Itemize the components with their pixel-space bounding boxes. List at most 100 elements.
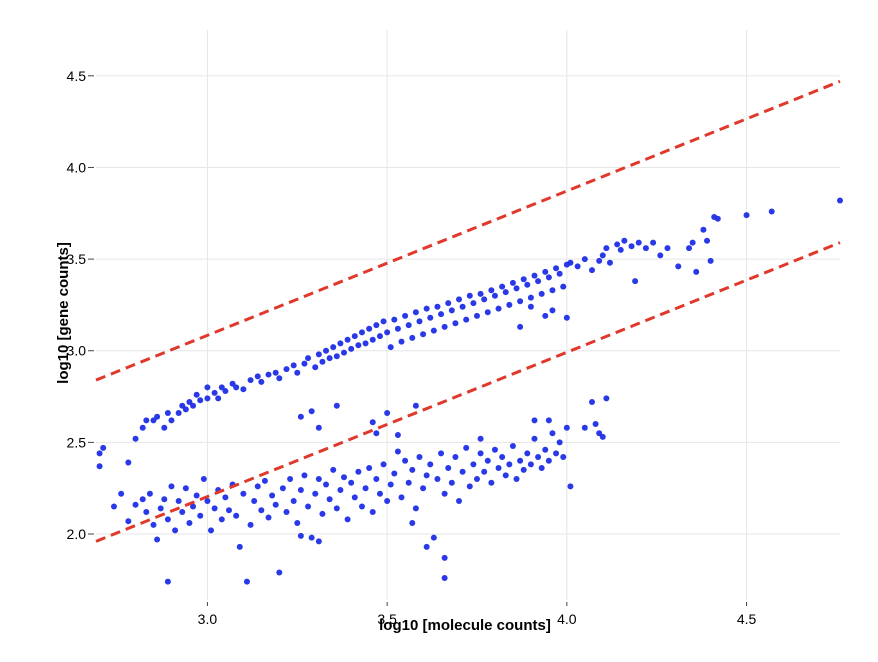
data-point <box>254 373 261 380</box>
data-point <box>269 492 276 499</box>
data-point <box>182 406 189 413</box>
data-point <box>549 430 556 437</box>
data-point <box>301 360 308 367</box>
data-point <box>186 520 193 527</box>
data-point <box>470 300 477 307</box>
data-point <box>154 536 161 543</box>
data-point <box>341 474 347 481</box>
data-point <box>179 402 186 409</box>
data-point <box>344 516 351 523</box>
data-point <box>427 314 434 321</box>
data-point <box>333 353 340 360</box>
data-point <box>297 487 304 494</box>
data-point <box>233 384 240 391</box>
data-point <box>459 303 466 310</box>
data-point <box>110 503 117 510</box>
data-point <box>351 494 358 501</box>
data-point <box>441 490 448 497</box>
data-point <box>222 494 229 501</box>
data-point <box>348 345 355 352</box>
data-point <box>589 267 595 274</box>
data-point <box>125 459 132 466</box>
data-point <box>553 265 560 272</box>
data-point <box>589 399 595 406</box>
data-point <box>495 305 502 312</box>
data-point <box>394 325 401 332</box>
data-point <box>441 554 448 561</box>
x-axis-title: log10 [molecule counts] <box>379 617 551 634</box>
data-point <box>470 461 477 468</box>
data-point <box>531 435 538 442</box>
data-point <box>563 314 570 321</box>
data-point <box>132 501 139 508</box>
data-point <box>416 454 423 461</box>
data-point <box>276 375 283 382</box>
data-point <box>190 503 197 510</box>
data-point <box>448 307 455 314</box>
data-point <box>420 331 427 338</box>
data-point <box>326 496 333 503</box>
data-point <box>535 278 542 285</box>
data-point <box>387 344 394 351</box>
data-point <box>484 309 491 316</box>
data-point <box>484 457 491 464</box>
data-point <box>420 485 427 492</box>
data-point <box>208 527 215 534</box>
data-point <box>258 507 265 514</box>
data-point <box>118 490 125 497</box>
data-point <box>488 479 495 486</box>
data-point <box>409 466 416 473</box>
data-point <box>143 509 150 516</box>
data-point <box>323 347 330 354</box>
data-point <box>445 300 452 307</box>
data-point <box>218 384 225 391</box>
data-point <box>355 342 362 349</box>
data-point <box>398 494 405 501</box>
data-point <box>524 281 531 288</box>
data-point <box>251 498 258 505</box>
data-point <box>517 298 524 305</box>
data-point <box>305 355 312 362</box>
threshold-line <box>95 241 841 543</box>
data-point <box>581 424 588 431</box>
data-point <box>283 366 290 373</box>
x-axis: 3.0 3.5 4.0 4.5 <box>198 602 756 627</box>
data-point <box>581 256 588 263</box>
data-point <box>175 410 182 417</box>
gridlines <box>96 30 840 600</box>
data-point <box>434 476 441 483</box>
data-point <box>700 226 707 233</box>
data-point <box>423 472 430 479</box>
data-point <box>481 468 488 475</box>
data-point <box>312 490 319 497</box>
data-point <box>466 483 473 490</box>
data-point <box>527 303 534 310</box>
data-point <box>473 312 480 319</box>
data-point <box>139 424 146 431</box>
data-point <box>172 527 179 534</box>
data-point <box>545 274 552 281</box>
data-point <box>301 472 308 479</box>
data-point <box>599 252 606 259</box>
data-point <box>380 318 387 325</box>
threshold-lines <box>95 79 841 543</box>
data-point <box>438 311 445 318</box>
data-point <box>287 476 294 483</box>
y-axis: 2.0 2.5 3.0 3.5 4.0 4.5 <box>67 68 94 542</box>
data-point <box>438 450 445 457</box>
data-point <box>642 245 649 252</box>
data-point <box>837 197 843 204</box>
data-point <box>477 450 484 457</box>
data-point <box>247 377 254 384</box>
data-point <box>139 496 146 503</box>
data-point <box>344 336 351 343</box>
data-point <box>373 476 380 483</box>
data-point <box>535 454 542 461</box>
data-point <box>488 287 495 294</box>
data-point <box>182 485 189 492</box>
y-tick-label: 2.5 <box>67 434 87 450</box>
data-point <box>409 520 416 527</box>
data-point <box>240 490 247 497</box>
data-point <box>452 454 459 461</box>
data-point <box>556 270 563 277</box>
